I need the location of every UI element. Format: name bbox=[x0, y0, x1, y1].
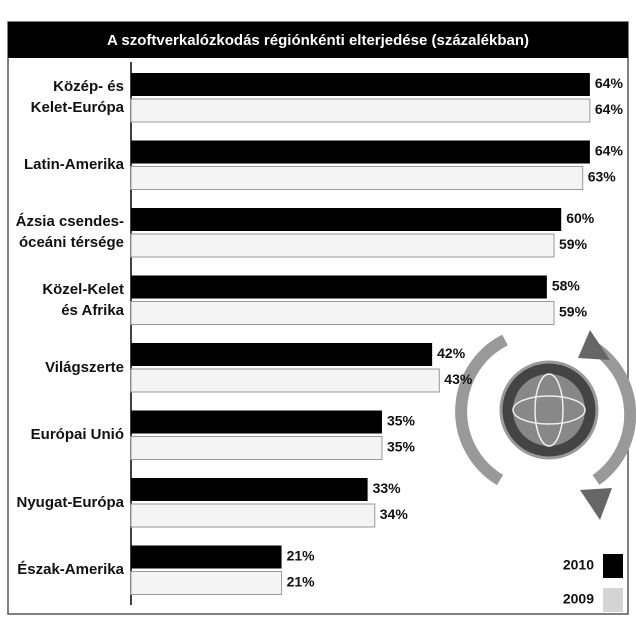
value-label: 59% bbox=[559, 304, 588, 320]
bar bbox=[131, 369, 439, 392]
bar bbox=[131, 302, 554, 325]
bar bbox=[131, 276, 547, 299]
category-label: Közel-Kelet és Afrika bbox=[8, 279, 124, 321]
legend-label: 2010 bbox=[563, 557, 594, 573]
category-label: Világszerte bbox=[8, 357, 124, 378]
chart-title: A szoftverkalózkodás régiónkénti elterje… bbox=[107, 32, 529, 49]
value-label: 58% bbox=[552, 278, 581, 294]
category-label: Ázsia csendes- óceáni térsége bbox=[8, 211, 124, 253]
category-label: Nyugat-Európa bbox=[8, 492, 124, 513]
value-label: 43% bbox=[444, 371, 473, 387]
category-label: Európai Unió bbox=[8, 424, 124, 445]
value-label: 64% bbox=[595, 75, 624, 91]
bar bbox=[131, 437, 382, 460]
value-label: 35% bbox=[387, 439, 416, 455]
value-label: 60% bbox=[566, 210, 595, 226]
value-label: 21% bbox=[287, 548, 316, 564]
bar bbox=[131, 504, 375, 527]
bar bbox=[131, 208, 561, 231]
bar bbox=[131, 546, 282, 569]
bar bbox=[131, 167, 583, 190]
legend-label: 2009 bbox=[563, 591, 594, 607]
value-label: 21% bbox=[287, 574, 316, 590]
legend-swatch bbox=[603, 588, 623, 612]
bar bbox=[131, 572, 282, 595]
value-label: 64% bbox=[595, 143, 624, 159]
bar bbox=[131, 411, 382, 434]
bar bbox=[131, 141, 590, 164]
value-label: 33% bbox=[373, 480, 402, 496]
category-label: Latin-Amerika bbox=[8, 154, 124, 175]
bar bbox=[131, 343, 432, 366]
legend-swatch bbox=[603, 554, 623, 578]
category-label: Észak-Amerika bbox=[8, 559, 124, 580]
value-label: 59% bbox=[559, 236, 588, 252]
value-label: 34% bbox=[380, 506, 409, 522]
value-label: 64% bbox=[595, 101, 624, 117]
value-label: 42% bbox=[437, 345, 466, 361]
value-label: 35% bbox=[387, 413, 416, 429]
bar bbox=[131, 99, 590, 122]
bar bbox=[131, 478, 368, 501]
page: A szoftverkalózkodás régiónkénti elterje… bbox=[0, 0, 636, 621]
bar bbox=[131, 73, 590, 96]
value-label: 63% bbox=[588, 169, 617, 185]
category-label: Közép- és Kelet-Európa bbox=[8, 76, 124, 118]
bar bbox=[131, 234, 554, 257]
